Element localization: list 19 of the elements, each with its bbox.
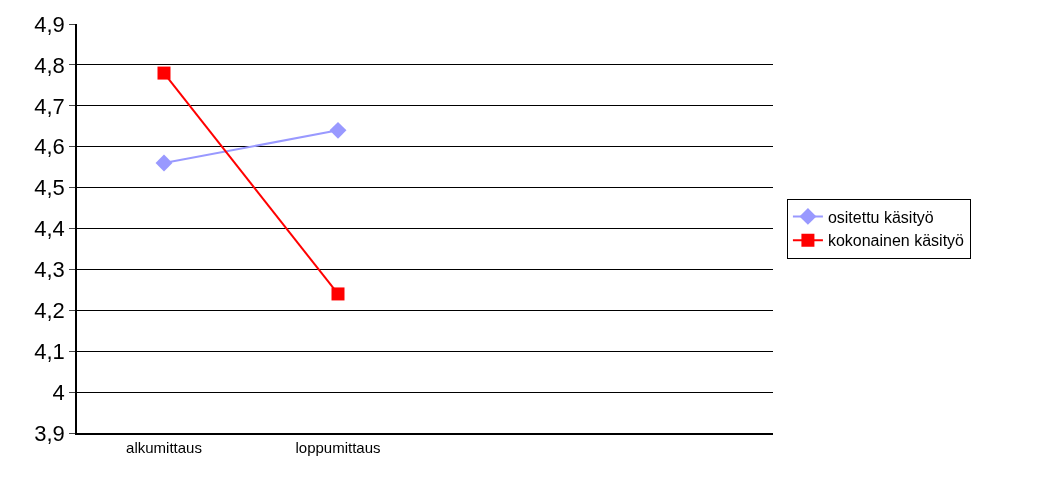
- point: [157, 66, 171, 80]
- point: [155, 154, 173, 172]
- y-tick-label: 4,3: [34, 257, 65, 283]
- legend-label: kokonainen käsityö: [827, 232, 965, 250]
- point: [329, 121, 347, 139]
- x-tick-label: loppumittaus: [295, 438, 381, 456]
- y-tick-label: 4: [52, 379, 65, 405]
- y-tick-label: 4,2: [34, 298, 65, 323]
- y-tick-label: 3,9: [34, 420, 65, 446]
- y-tick-label: 4,5: [34, 175, 65, 201]
- y-tick-label: 4,9: [34, 11, 65, 37]
- point: [331, 287, 345, 301]
- x-tick-label: alkumittaus: [126, 438, 202, 456]
- y-tick-label: 4,7: [34, 93, 65, 119]
- y-tick-label: 4,1: [34, 338, 65, 364]
- y-tick-label: 4,8: [34, 52, 65, 78]
- y-tick-label: 4,4: [34, 216, 65, 242]
- y-tick-label: 4,6: [34, 134, 65, 160]
- legend-label: ositettu käsityö: [827, 208, 934, 226]
